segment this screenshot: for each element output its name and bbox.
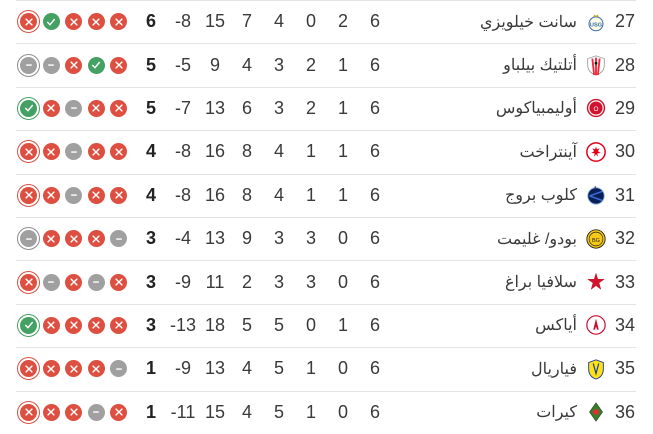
svg-text:BG: BG — [592, 237, 600, 243]
svg-text:USG: USG — [590, 22, 603, 28]
svg-text:O: O — [593, 107, 598, 114]
